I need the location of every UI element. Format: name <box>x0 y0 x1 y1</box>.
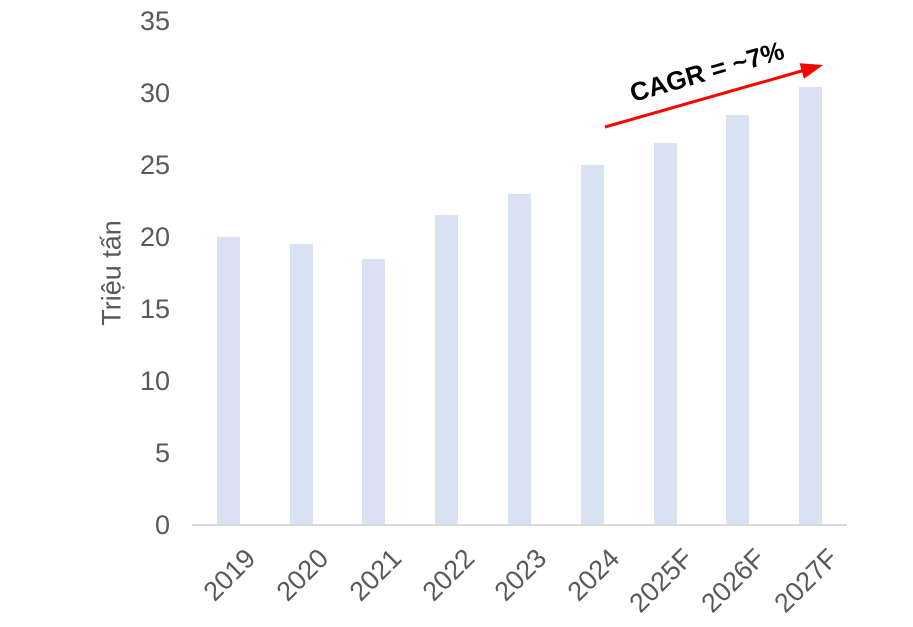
x-tick-label: 2024 <box>561 543 626 607</box>
y-tick-label: 10 <box>139 366 170 396</box>
x-tick-label: 2019 <box>197 543 262 607</box>
bar-2024 <box>580 165 604 525</box>
x-tick-label: 2023 <box>489 543 553 607</box>
x-tick-label: 2027F <box>768 543 844 619</box>
y-tick-label: 15 <box>139 294 170 324</box>
bar-2021 <box>362 258 386 525</box>
bar-2022 <box>435 215 459 525</box>
bar-2027F <box>799 87 823 525</box>
x-tick-label: 2022 <box>416 543 480 607</box>
y-tick-label: 25 <box>139 150 170 180</box>
x-tick-label: 2026F <box>695 543 772 619</box>
y-tick-label: 5 <box>154 438 170 468</box>
x-tick-label: 2021 <box>343 543 408 607</box>
bar-2025F <box>653 143 677 525</box>
bar-2020 <box>289 244 313 525</box>
trend-arrow-icon <box>604 63 823 129</box>
x-tick-label: 2020 <box>270 543 335 607</box>
bar-2026F <box>726 114 750 525</box>
y-tick-label: 35 <box>139 6 170 36</box>
bar-2023 <box>508 193 531 525</box>
x-tick-label: 2025F <box>622 543 699 619</box>
y-tick-label: 20 <box>139 222 170 252</box>
x-axis-line <box>192 524 847 526</box>
y-tick-label: 0 <box>154 510 170 540</box>
y-tick-label: 30 <box>139 78 170 108</box>
bar-2019 <box>216 237 240 525</box>
